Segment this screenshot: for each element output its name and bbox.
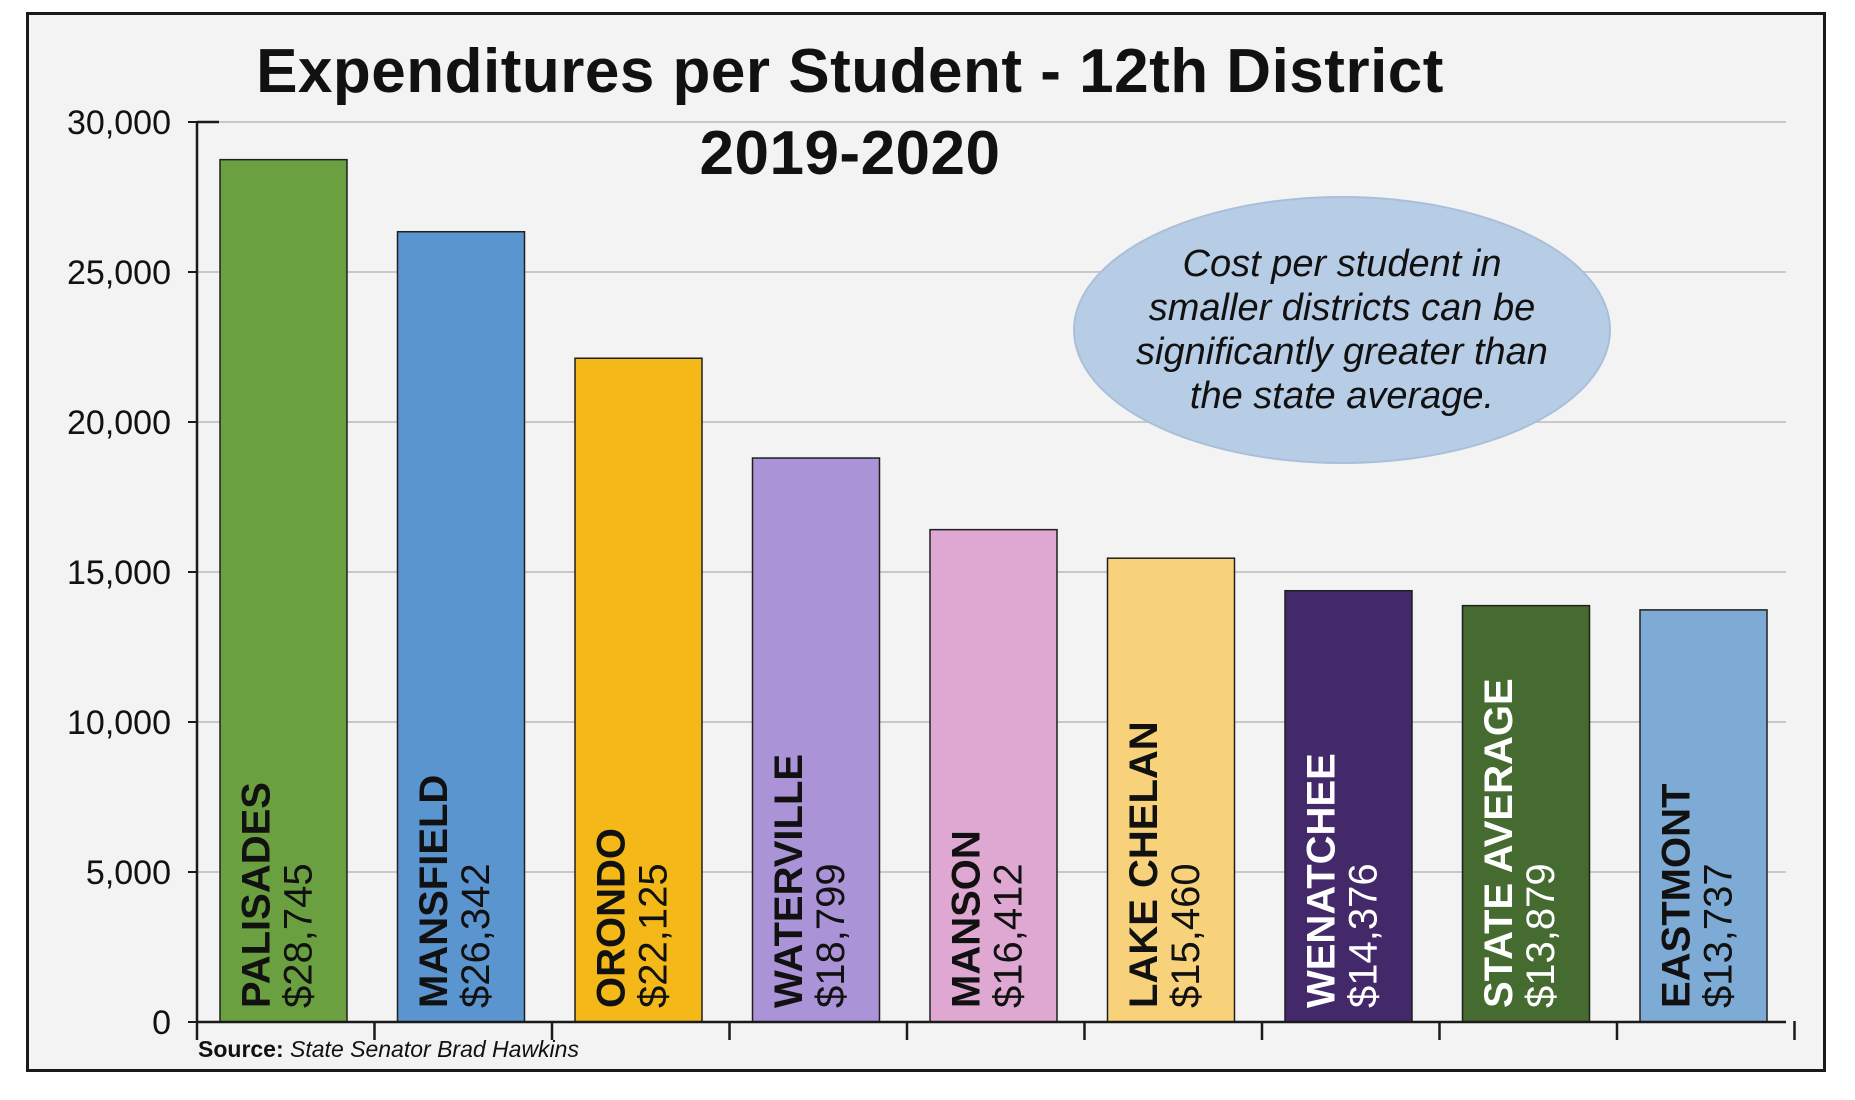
source-value: State Senator Brad Hawkins	[290, 1036, 579, 1062]
bar-category-label: ORONDO	[590, 828, 634, 1008]
annotation-bubble: Cost per student in smaller districts ca…	[1073, 196, 1611, 464]
bar-category-label: MANSFIELD	[412, 775, 456, 1008]
bar-category-label: LAKE CHELAN	[1122, 721, 1166, 1008]
bar-category-label: PALISADES	[235, 782, 279, 1008]
y-tick-label: 20,000	[67, 404, 171, 442]
bar-value-label: $16,412	[987, 863, 1031, 1008]
chart-title: Expenditures per Student - 12th District	[256, 37, 1444, 106]
bar-value-label: $14,376	[1342, 863, 1386, 1008]
y-tick-label: 10,000	[67, 704, 171, 742]
bar-value-label: $26,342	[454, 863, 498, 1008]
y-tick-label: 25,000	[67, 254, 171, 292]
y-tick-label: 5,000	[86, 854, 171, 892]
bar	[929, 528, 1058, 1023]
y-tick-label: 15,000	[67, 554, 171, 592]
annotation-text: Cost per student in smaller districts ca…	[1136, 243, 1548, 417]
bar	[574, 357, 703, 1023]
bar-category-label: WENATCHEE	[1300, 753, 1344, 1008]
bar-value-label: $13,737	[1697, 863, 1741, 1008]
source-label: Source:	[198, 1036, 284, 1062]
bar	[219, 158, 348, 1023]
bar	[751, 457, 881, 1023]
bar	[1284, 589, 1413, 1023]
bar-value-label: $22,125	[632, 863, 676, 1008]
bar	[1106, 557, 1236, 1023]
bar-value-label: $18,799	[809, 863, 853, 1008]
y-tick-label: 30,000	[67, 104, 171, 142]
bar	[396, 230, 526, 1023]
source-note: Source: State Senator Brad Hawkins	[198, 1036, 579, 1063]
chart-subtitle: 2019-2020	[699, 119, 1001, 188]
y-tick-label: 0	[152, 1004, 171, 1042]
bar-category-label: WATERVILLE	[767, 754, 811, 1008]
bar-value-label: $15,460	[1164, 863, 1208, 1008]
bar-category-label: EASTMONT	[1655, 784, 1699, 1008]
bar-labels: PALISADES$28,745 MANSFIELD$26,342 ORONDO$2…	[235, 678, 1741, 1008]
bar-category-label: STATE AVERAGE	[1477, 678, 1521, 1008]
bar	[1639, 609, 1768, 1023]
bar-value-label: $28,745	[277, 863, 321, 1008]
bar-category-label: MANSON	[945, 830, 989, 1008]
bars	[219, 158, 1768, 1023]
axes: 0 5,000 10,000 15,000 20,000 25,000 30,000	[67, 104, 1796, 1042]
bar-value-label: $13,879	[1519, 863, 1563, 1008]
